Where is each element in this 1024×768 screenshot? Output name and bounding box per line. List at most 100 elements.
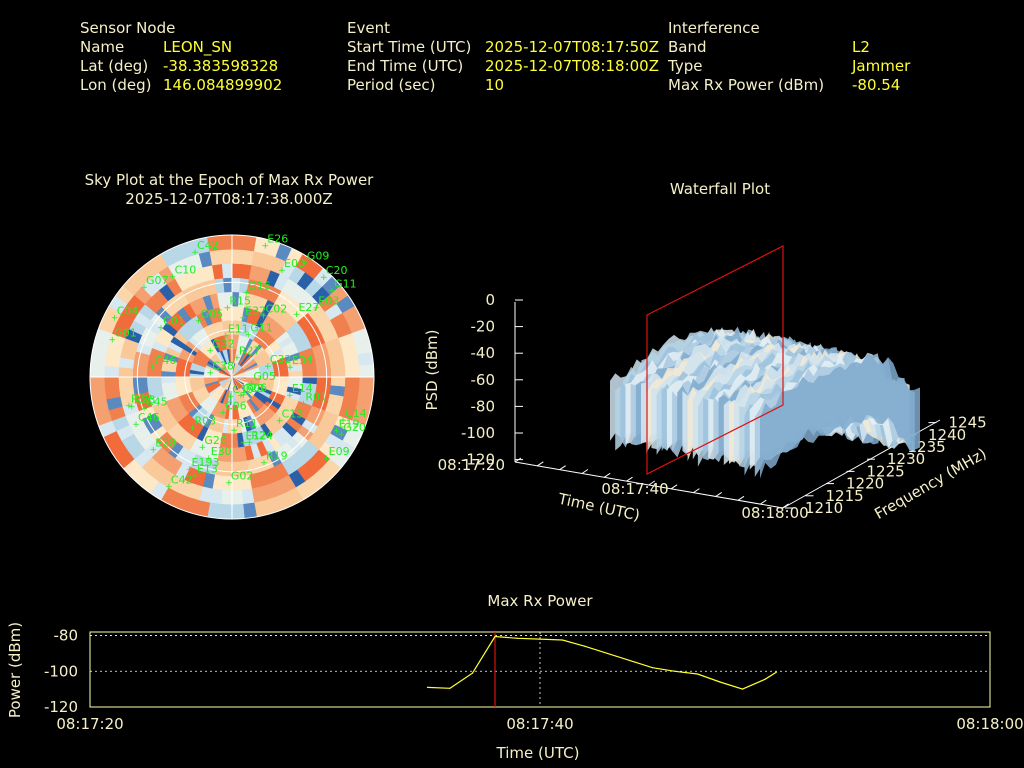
satellite-label: E19 xyxy=(339,417,360,430)
satellite-label: G01 xyxy=(114,326,137,339)
z-tick-label: -40 xyxy=(471,344,496,362)
interference-maxpower-key: Max Rx Power (dBm) xyxy=(668,76,825,94)
satellite-marker: + xyxy=(301,258,309,268)
satellite-label: G16 xyxy=(248,279,271,292)
satellite-marker: + xyxy=(240,438,248,448)
satellite-label: E13 xyxy=(197,462,218,475)
satellite-marker: + xyxy=(165,482,173,492)
satellite-marker: + xyxy=(240,390,248,400)
time-tick xyxy=(670,484,678,490)
satellite-marker: + xyxy=(323,454,331,464)
satellite-label: G09 xyxy=(307,249,330,262)
time-tick xyxy=(537,461,544,467)
satellite-label: R27 xyxy=(239,345,261,358)
satellite-label: G02 xyxy=(231,470,254,483)
satellite-label: E12 xyxy=(246,429,267,442)
sensor-lon-value: 146.084899902 xyxy=(163,76,283,94)
z-tick-label: 0 xyxy=(485,291,495,309)
satellite-marker: + xyxy=(224,304,232,314)
interference-type-value: Jammer xyxy=(852,57,911,75)
power-point xyxy=(561,639,564,641)
time-tick xyxy=(581,469,589,474)
satellite-label: E27 xyxy=(298,301,319,314)
satellite-label: E00 xyxy=(284,257,305,270)
power-point xyxy=(471,672,474,674)
sensor-name-value: LEON_SN xyxy=(163,38,233,56)
interference-heading: Interference xyxy=(668,19,760,37)
power-point xyxy=(516,637,519,639)
satellite-label: C46 xyxy=(155,354,177,367)
freq-tick-label: 1230 xyxy=(887,450,925,468)
sensor-node-heading: Sensor Node xyxy=(80,19,176,37)
satellite-label: R32 xyxy=(131,393,153,406)
satellite-label: G26 xyxy=(204,434,227,447)
satellite-marker: + xyxy=(219,408,227,418)
freq-tick-label: 1245 xyxy=(949,414,987,432)
sensor-lat-key: Lat (deg) xyxy=(80,57,149,75)
y-tick-label: -120 xyxy=(44,698,78,716)
x-tick-label: 08:17:20 xyxy=(56,715,123,733)
sensor-name-key: Name xyxy=(80,38,125,56)
satellite-label: R19 xyxy=(266,450,288,463)
satellite-marker: + xyxy=(293,310,301,320)
satellite-label: C01 xyxy=(163,314,185,327)
satellite-label: G20 xyxy=(343,421,366,434)
satellite-label: G05 xyxy=(253,370,276,383)
satellite-label: C20 xyxy=(326,264,348,277)
satellite-marker: + xyxy=(149,363,157,373)
power-point xyxy=(741,688,744,690)
time-tick xyxy=(626,476,633,482)
satellite-marker: + xyxy=(125,402,133,412)
waterfall-title: Waterfall Plot xyxy=(669,180,771,198)
time-tick xyxy=(559,465,566,471)
power-series-line xyxy=(427,635,777,690)
skyplot-epoch: 2025-12-07T08:17:38.000Z xyxy=(125,190,333,208)
satellite-marker: + xyxy=(195,316,203,326)
interference-band-value: L2 xyxy=(852,38,870,56)
z-tick-label: -100 xyxy=(461,424,495,442)
satellite-label: R24 xyxy=(251,429,273,442)
time-tick-label: 08:18:00 xyxy=(741,504,808,522)
power-point xyxy=(494,635,496,638)
y-tick-label: -80 xyxy=(54,627,79,645)
satellite-marker: + xyxy=(225,479,233,489)
satellite-marker: + xyxy=(140,404,148,414)
satellite-label: C19 xyxy=(232,383,254,396)
event-period-key: Period (sec) xyxy=(347,76,436,94)
satellite-label: C45 xyxy=(146,395,168,408)
satellite-label: E28 xyxy=(155,436,176,449)
time-tick-label: 08:17:20 xyxy=(438,456,505,474)
satellite-marker: + xyxy=(186,465,194,475)
power-point xyxy=(426,686,429,688)
skyplot: +C45+R24+R06+G16+C20+C06+C46+E30+E13+R15… xyxy=(89,232,375,520)
time-tick xyxy=(603,472,611,478)
satellite-label: C32 xyxy=(270,353,292,366)
satellite-marker: + xyxy=(128,402,136,412)
satellite-label: R23 xyxy=(134,393,156,406)
satellite-marker: + xyxy=(169,272,177,282)
satellite-label: E03 xyxy=(318,294,339,307)
satellite-label: R11 xyxy=(236,417,258,430)
interference-type-key: Type xyxy=(668,57,703,75)
satellite-marker: + xyxy=(286,363,294,373)
epoch-marker-plane xyxy=(646,245,784,475)
power-point xyxy=(629,659,631,662)
satellite-label: C42 xyxy=(197,239,219,252)
z-tick-label: -60 xyxy=(471,371,496,389)
skyplot-title: Sky Plot at the Epoch of Max Rx Power xyxy=(84,171,374,189)
power-point xyxy=(584,645,586,647)
satellite-marker: + xyxy=(248,379,256,389)
satellite-label: R15 xyxy=(229,295,251,308)
skyplot-heatmap xyxy=(90,235,374,519)
event-heading: Event xyxy=(347,19,390,37)
satellite-marker: + xyxy=(227,392,235,402)
satellite-marker: + xyxy=(339,416,347,426)
satellite-label: G32 xyxy=(212,337,235,350)
event-end-value: 2025-12-07T08:18:00Z xyxy=(485,57,659,75)
satellite-marker: + xyxy=(313,303,321,313)
interference-maxpower-value: -80.54 xyxy=(852,76,901,94)
z-axis-label: PSD (dBm) xyxy=(423,329,441,410)
time-tick xyxy=(648,480,656,486)
satellite-marker: + xyxy=(230,426,238,436)
